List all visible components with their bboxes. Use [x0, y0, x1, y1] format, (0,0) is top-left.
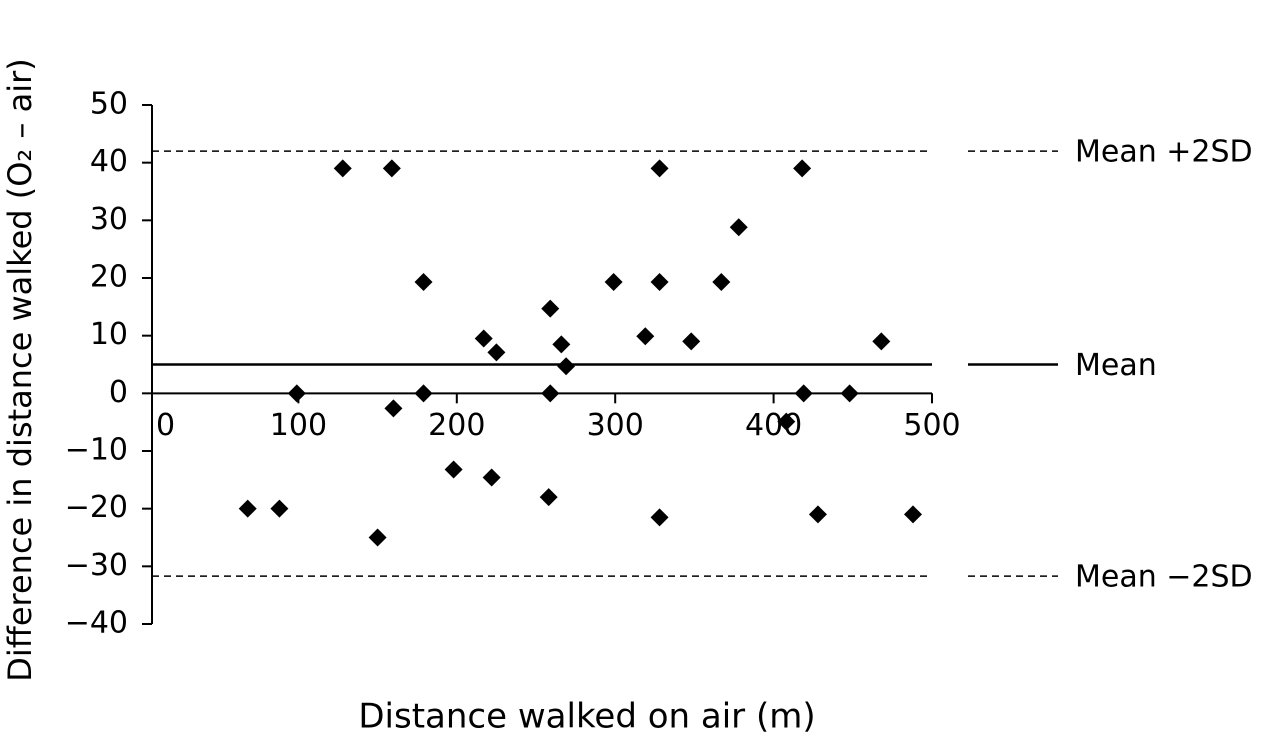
x-tick-label: 300: [587, 408, 644, 443]
point: [539, 488, 558, 507]
point: [729, 218, 748, 237]
point: [270, 499, 289, 518]
y-tick-label: 30: [90, 202, 128, 237]
legend-label: Mean −2SD: [1075, 560, 1253, 595]
point: [552, 335, 571, 354]
x-tick-label: 100: [270, 408, 327, 443]
point: [414, 273, 433, 292]
y-tick-label: 50: [90, 87, 128, 122]
point: [238, 499, 257, 518]
point: [650, 273, 669, 292]
point: [903, 505, 922, 524]
point: [541, 299, 560, 318]
point: [604, 273, 623, 292]
point: [650, 159, 669, 178]
point: [872, 332, 891, 351]
y-tick-label: 10: [90, 317, 128, 352]
point: [384, 399, 403, 418]
point: [557, 357, 576, 376]
y-tick-label: 0: [109, 375, 128, 410]
y-tick-label: 40: [90, 144, 128, 179]
point: [287, 384, 306, 403]
x-axis-label: Distance walked on air (m): [358, 697, 815, 737]
x-tick-label: 200: [428, 408, 485, 443]
point: [487, 343, 506, 362]
y-axis-label: Difference in distance walked (O₂ – air): [1, 58, 39, 681]
point: [682, 332, 701, 351]
y-tick-label: −10: [65, 433, 128, 468]
point: [541, 384, 560, 403]
y-tick-label: 20: [90, 260, 128, 295]
y-tick-label: −30: [65, 548, 128, 583]
point: [712, 273, 731, 292]
point: [794, 384, 813, 403]
x-tick-label: 0: [156, 408, 175, 443]
point: [650, 508, 669, 527]
point: [368, 528, 387, 547]
x-tick-label: 500: [903, 408, 960, 443]
point: [444, 460, 463, 479]
x-tick-label: 400: [745, 408, 802, 443]
y-tick-label: −20: [65, 490, 128, 525]
point: [777, 412, 796, 431]
point: [474, 329, 493, 348]
point: [793, 159, 812, 178]
legend-label: Mean: [1075, 348, 1157, 383]
point: [482, 468, 501, 487]
legend-label: Mean +2SD: [1075, 135, 1253, 170]
point: [333, 159, 352, 178]
y-tick-label: −40: [65, 606, 128, 641]
point: [636, 327, 655, 346]
point: [414, 384, 433, 403]
point: [382, 159, 401, 178]
point: [840, 384, 859, 403]
point: [808, 505, 827, 524]
